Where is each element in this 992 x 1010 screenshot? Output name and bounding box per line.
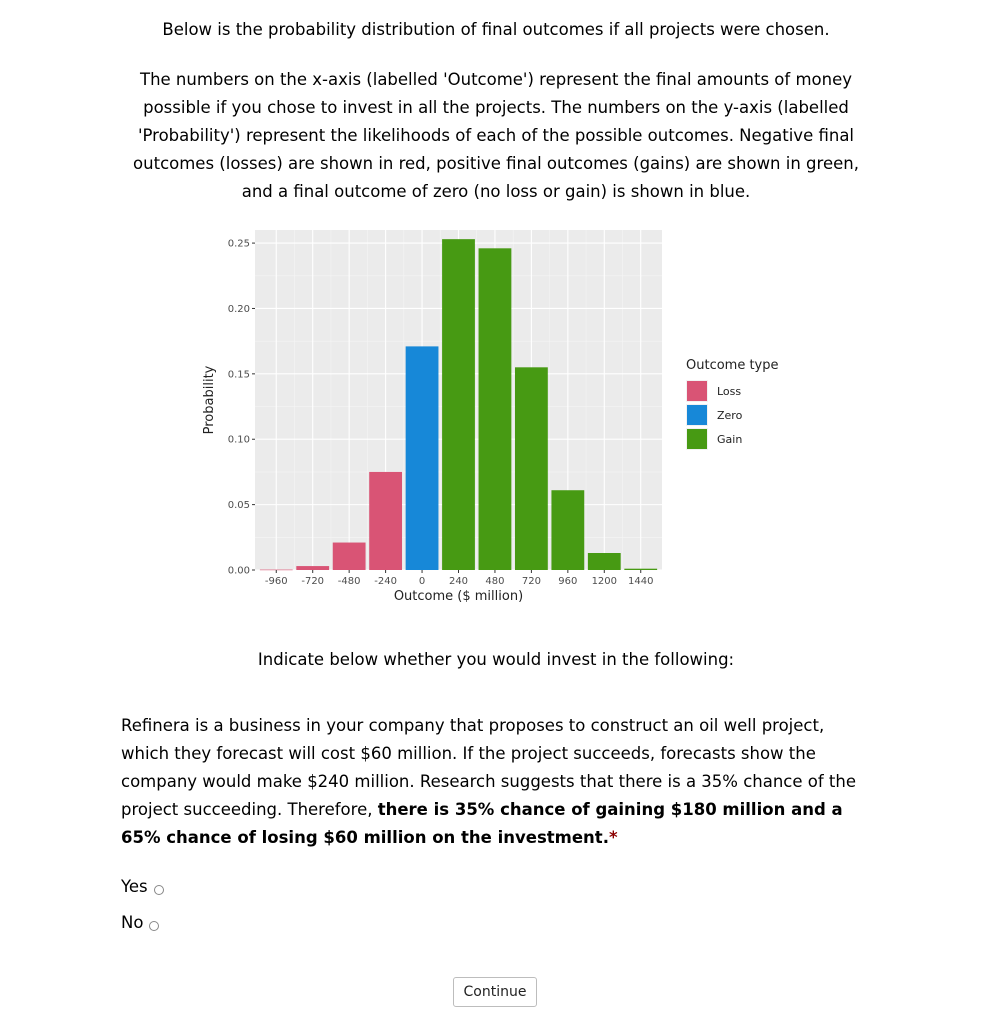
- x-tick-label: -720: [301, 576, 324, 587]
- y-tick-label: 0.15: [228, 369, 250, 380]
- x-tick-label: 1200: [592, 576, 617, 587]
- x-tick-label: 480: [485, 576, 504, 587]
- probability-chart: 0.00 0.05 0.10 0.15 0.20 0.25 -960 -720 -480 -240…: [190, 222, 810, 622]
- bar-loss: [296, 566, 330, 570]
- x-tick-label: 960: [558, 576, 577, 587]
- yes-radio[interactable]: [153, 884, 164, 895]
- x-axis-title: Outcome ($ million): [394, 589, 523, 604]
- bar-loss: [332, 542, 366, 570]
- x-tick-label: 240: [449, 576, 468, 587]
- legend-key-loss: [687, 381, 707, 401]
- bar-gain: [514, 367, 548, 570]
- y-tick-label: 0.00: [228, 566, 250, 577]
- legend-label-loss: Loss: [717, 385, 741, 398]
- bar-loss: [369, 471, 403, 570]
- bar-zero: [405, 346, 439, 570]
- x-tick-label: 0: [419, 576, 425, 587]
- option-yes-label: Yes: [121, 877, 148, 896]
- bar-gain: [587, 553, 621, 570]
- option-yes[interactable]: Yes: [121, 877, 164, 896]
- bar-loss: [259, 569, 293, 571]
- x-tick-label: 1440: [628, 576, 653, 587]
- question-body: Refinera is a business in your company t…: [121, 716, 857, 819]
- bar-gain: [442, 239, 475, 570]
- option-no[interactable]: No: [121, 913, 160, 932]
- legend-title: Outcome type: [686, 358, 779, 373]
- bar-gain: [478, 248, 512, 571]
- instruction-text: Indicate below whether you would invest …: [257, 650, 735, 669]
- x-tick-label: -480: [338, 576, 361, 587]
- question-text: Refinera is a business in your company t…: [121, 712, 876, 852]
- legend-key-zero: [687, 405, 707, 425]
- intro-description: The numbers on the x-axis (labelled 'Out…: [133, 70, 859, 201]
- legend-label-gain: Gain: [717, 433, 742, 446]
- continue-button[interactable]: Continue: [453, 977, 537, 1007]
- y-tick-label: 0.25: [228, 239, 250, 250]
- x-tick-label: -960: [265, 576, 288, 587]
- probability-chart-svg: 0.00 0.05 0.10 0.15 0.20 0.25 -960 -720 -480 -240…: [202, 230, 779, 604]
- bar-gain: [551, 490, 585, 570]
- y-tick-label: 0.05: [228, 500, 250, 511]
- y-tick-label: 0.10: [228, 435, 250, 446]
- legend-label-zero: Zero: [717, 409, 743, 422]
- bar-gain: [624, 568, 658, 570]
- question-bold-summary: there is 35% chance of gaining $180 mill…: [121, 800, 843, 847]
- x-tick-label: 720: [522, 576, 541, 587]
- y-tick-label: 0.20: [228, 304, 250, 315]
- x-tick-label: -240: [374, 576, 397, 587]
- legend-key-gain: [687, 429, 707, 449]
- intro-heading: Below is the probability distribution of…: [162, 20, 830, 39]
- y-axis-title: Probability: [202, 365, 217, 434]
- required-marker: *: [608, 828, 618, 847]
- option-no-label: No: [121, 913, 144, 932]
- no-radio[interactable]: [149, 920, 160, 931]
